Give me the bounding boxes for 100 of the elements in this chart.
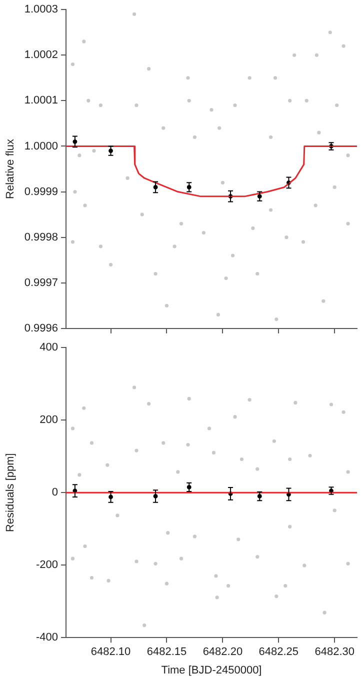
- point: [164, 582, 169, 586]
- point: [90, 441, 94, 445]
- point: [314, 204, 318, 208]
- point: [294, 400, 298, 404]
- point: [314, 53, 319, 57]
- point: [256, 272, 260, 276]
- point: [346, 222, 350, 226]
- point: [82, 406, 86, 410]
- point: [288, 457, 292, 462]
- point: [210, 108, 214, 112]
- y-tick-label: -200: [36, 559, 58, 572]
- x-tick-label: 6482.20: [202, 646, 243, 658]
- point: [134, 448, 138, 452]
- point: [116, 514, 120, 518]
- point: [140, 212, 144, 216]
- y-tick-label: 0: [52, 486, 58, 499]
- y-tick-label: 1.0002: [24, 49, 58, 62]
- point: [215, 596, 219, 600]
- point: [132, 386, 136, 390]
- point: [192, 534, 197, 538]
- point: [202, 230, 206, 235]
- point: [342, 44, 346, 48]
- point: [70, 556, 75, 560]
- point: [214, 574, 218, 578]
- point: [187, 98, 191, 102]
- point: [106, 463, 110, 467]
- point: [83, 204, 87, 208]
- point: [172, 244, 176, 248]
- point: [216, 312, 220, 317]
- point: [106, 578, 110, 582]
- point: [301, 240, 306, 244]
- point: [98, 244, 102, 248]
- x-tick-label: 6482.25: [258, 646, 299, 658]
- point: [236, 538, 240, 542]
- point: [233, 415, 237, 419]
- point: [192, 135, 197, 139]
- point: [269, 208, 273, 212]
- point: [164, 304, 169, 308]
- point: [332, 185, 336, 190]
- y-tick-label: 0.9997: [24, 276, 58, 289]
- x-tick-label: 6482.30: [314, 646, 354, 658]
- point: [154, 562, 158, 566]
- point: [70, 426, 75, 430]
- point: [240, 457, 244, 462]
- point: [212, 450, 216, 455]
- y-tick-label: 0.9999: [24, 186, 58, 198]
- point: [147, 67, 151, 71]
- point: [186, 442, 190, 447]
- point: [147, 402, 151, 406]
- point: [304, 98, 308, 102]
- point: [335, 103, 339, 108]
- y-tick-label: -400: [36, 632, 58, 644]
- y-tick-label: 0.9998: [24, 231, 58, 244]
- point: [346, 562, 350, 566]
- point: [132, 12, 136, 16]
- y-tick-label: 1.0000: [24, 140, 58, 152]
- point: [134, 560, 138, 564]
- x-axis-title: Time [BJD-2450000]: [161, 664, 262, 676]
- point: [342, 410, 346, 414]
- point: [322, 299, 326, 303]
- y-tick-label: 1.0003: [24, 4, 58, 16]
- point: [166, 531, 170, 535]
- point: [269, 135, 273, 139]
- point: [272, 439, 276, 443]
- point: [90, 576, 94, 580]
- point: [322, 610, 326, 614]
- point: [162, 126, 166, 130]
- point: [292, 53, 296, 57]
- point: [142, 623, 146, 628]
- point: [274, 594, 278, 598]
- y-tick-label: 200: [40, 414, 58, 426]
- point: [134, 103, 138, 108]
- point: [248, 398, 252, 402]
- point: [108, 262, 113, 266]
- point: [288, 98, 292, 102]
- point: [256, 554, 260, 559]
- x-tick-label: 6482.15: [146, 646, 187, 658]
- point: [308, 454, 312, 458]
- point: [329, 402, 334, 406]
- point: [302, 564, 306, 568]
- point: [218, 126, 222, 130]
- x-tick-label: 6482.10: [90, 646, 131, 658]
- point: [154, 272, 158, 276]
- point: [284, 236, 288, 240]
- y-axis-title: Residuals [ppm]: [4, 453, 17, 532]
- point: [207, 426, 212, 430]
- point: [284, 584, 288, 588]
- point: [230, 254, 235, 258]
- point: [83, 544, 87, 548]
- point: [82, 40, 86, 44]
- point: [187, 396, 191, 401]
- point: [92, 148, 96, 153]
- point: [328, 30, 332, 34]
- y-tick-label: 400: [40, 342, 58, 354]
- point: [179, 222, 184, 226]
- point: [346, 470, 350, 474]
- point: [162, 441, 166, 445]
- point: [256, 467, 260, 471]
- point: [78, 473, 82, 477]
- point: [86, 98, 90, 102]
